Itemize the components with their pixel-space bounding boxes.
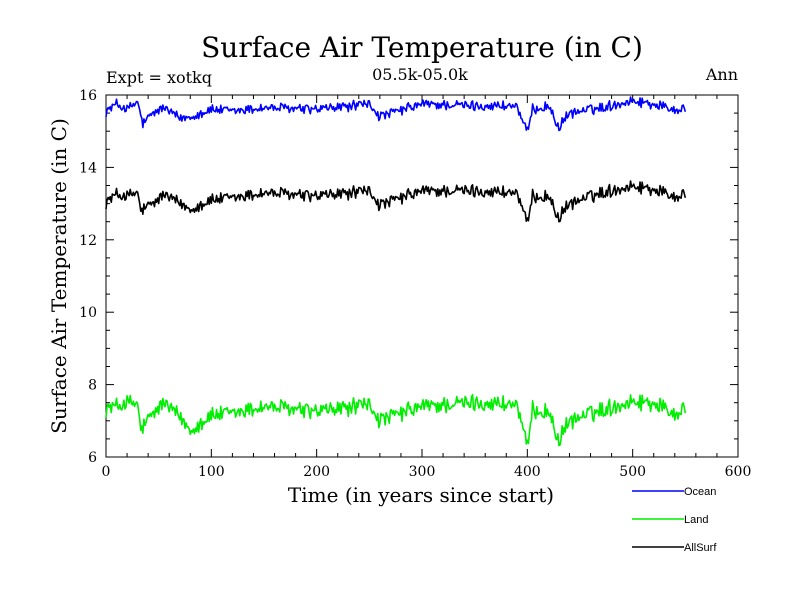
header-left: Expt = xotkq [106,68,212,87]
y-tick-label: 16 [79,88,97,104]
x-tick-label: 500 [619,464,646,480]
chart-title: Surface Air Temperature (in C) [201,31,643,64]
y-tick-label: 14 [79,160,97,176]
y-axis-label: Surface Air Temperature (in C) [47,118,71,434]
legend-label-land: Land [684,514,708,526]
y-tick-label: 10 [79,305,97,321]
x-tick-label: 100 [198,464,225,480]
legend: Ocean Land AllSurf [632,486,717,554]
y-tick-label: 12 [79,233,97,249]
x-tick-label: 600 [725,464,752,480]
x-tick-label: 0 [102,464,111,480]
header-right: Ann [705,65,738,84]
axis-ticks: 0 100 200 300 400 500 600 6 8 10 12 14 16 [79,88,751,480]
y-tick-label: 6 [88,450,97,466]
series-line-allsurf [105,180,687,223]
legend-label-ocean: Ocean [684,486,716,498]
header-center: 05.5k-05.0k [372,65,468,84]
y-tick-label: 8 [88,378,97,394]
series-line-land [105,393,687,447]
x-axis-label: Time (in years since start) [288,483,554,507]
series-line-ocean [105,96,687,132]
x-tick-label: 200 [303,464,330,480]
x-tick-label: 400 [514,464,541,480]
data-series [105,96,687,447]
x-tick-label: 300 [409,464,436,480]
legend-label-allsurf: AllSurf [684,542,717,554]
